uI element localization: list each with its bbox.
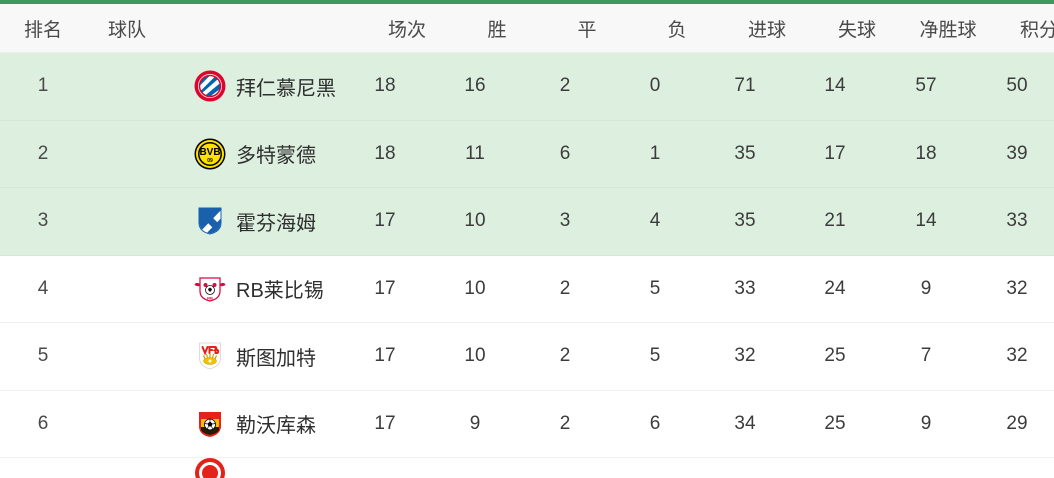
svg-text:RB: RB (207, 295, 213, 300)
cell-draws: 6 (559, 142, 571, 164)
cell-goal-difference: 14 (915, 210, 937, 232)
team-name: 勒沃库森 (236, 415, 316, 438)
cell-losses: 5 (649, 277, 661, 299)
cell-points: 32 (1006, 345, 1028, 367)
cell-goals-against: 25 (824, 345, 846, 367)
column-header-goals-against[interactable]: 失球 (837, 19, 876, 41)
cell-matches-played: 18 (374, 75, 396, 97)
cell-draws: 2 (559, 412, 571, 434)
cell-wins: 10 (464, 277, 486, 299)
column-header-draws[interactable]: 平 (577, 19, 597, 41)
cell-rank: 3 (37, 210, 49, 232)
cell-team[interactable]: 斯图加特 (86, 340, 340, 372)
table-row[interactable]: 1 拜仁慕尼黑 18 16 2 0 71 14 57 50 (0, 53, 1054, 121)
rb-leipzig-crest: RB (194, 277, 226, 302)
cell-team[interactable]: 勒沃库森 (86, 408, 340, 440)
cell-goals-against: 25 (824, 412, 846, 434)
cell-draws: 2 (559, 277, 571, 299)
cell-goal-difference: 18 (915, 142, 937, 164)
cell-team[interactable]: RB RB莱比锡 (86, 273, 340, 305)
team-name: 斯图加特 (236, 347, 316, 370)
svg-text:09: 09 (207, 158, 213, 164)
cell-points: 32 (1006, 277, 1028, 299)
cell-rank: 4 (37, 277, 49, 299)
cell-team[interactable]: 拜仁慕尼黑 (86, 70, 340, 102)
cell-rank: 2 (37, 142, 49, 164)
cell-rank: 5 (37, 345, 49, 367)
cell-rank: 1 (37, 75, 49, 97)
cell-points: 39 (1006, 142, 1028, 164)
cell-goals-against: 24 (824, 277, 846, 299)
cell-goals-for: 33 (734, 277, 756, 299)
cell-matches-played: 17 (374, 277, 396, 299)
team-name: RB莱比锡 (236, 280, 324, 303)
cell-matches-played: 17 (374, 412, 396, 434)
cell-wins: 10 (464, 345, 486, 367)
cell-points: 50 (1006, 75, 1028, 97)
cell-losses: 4 (649, 210, 661, 232)
cell-goals-for: 71 (734, 75, 756, 97)
team-name: 霍芬海姆 (236, 212, 316, 235)
cell-goals-for: 32 (734, 345, 756, 367)
cell-team[interactable] (86, 458, 340, 478)
table-row[interactable]: 4 RB RB莱比锡 17 10 2 5 33 24 9 32 (0, 255, 1054, 323)
cell-goal-difference: 57 (915, 75, 937, 97)
cell-goal-difference: 7 (920, 345, 932, 367)
bayern-munich-crest (194, 70, 226, 102)
cell-points: 33 (1006, 210, 1028, 232)
table-row[interactable]: 3 霍芬海姆 17 10 3 4 35 21 14 33 (0, 188, 1054, 256)
column-header-points[interactable]: 积分 (1019, 19, 1054, 41)
column-header-rank[interactable]: 排名 (23, 19, 62, 41)
cell-losses: 5 (649, 345, 661, 367)
cell-points: 29 (1006, 412, 1028, 434)
column-header-goals-for[interactable]: 进球 (747, 19, 786, 41)
team-name: 多特蒙德 (236, 145, 316, 168)
table-row[interactable]: 6 勒沃库森 17 9 2 6 34 25 9 29 (0, 390, 1054, 458)
cell-wins: 11 (465, 142, 485, 164)
cell-goals-for: 34 (734, 412, 756, 434)
cell-rank: 6 (37, 412, 49, 434)
table-body: 1 拜仁慕尼黑 18 16 2 0 71 14 57 50 2 BVB (0, 53, 1054, 478)
table-row[interactable]: 2 BVB 09 多特蒙德 18 11 6 1 35 17 18 39 (0, 120, 1054, 188)
cell-goal-difference: 9 (920, 412, 932, 434)
cell-losses: 6 (649, 412, 661, 434)
cell-draws: 2 (559, 345, 571, 367)
cell-goals-against: 21 (824, 210, 846, 232)
borussia-dortmund-crest: BVB 09 (194, 138, 226, 170)
cell-matches-played: 17 (374, 210, 396, 232)
cell-team[interactable]: BVB 09 多特蒙德 (86, 138, 340, 170)
cell-goals-against: 14 (824, 75, 846, 97)
svg-text:BVB: BVB (199, 147, 220, 158)
column-header-goal-difference[interactable]: 净胜球 (919, 19, 977, 41)
cell-wins: 16 (464, 75, 486, 97)
cell-team[interactable]: 霍芬海姆 (86, 205, 340, 237)
hoffenheim-crest (198, 207, 222, 235)
team-name: 拜仁慕尼黑 (236, 77, 336, 100)
column-header-losses[interactable]: 负 (667, 19, 687, 41)
partial-red-crest (195, 458, 225, 478)
cell-losses: 0 (649, 75, 661, 97)
cell-matches-played: 17 (374, 345, 396, 367)
cell-goal-difference: 9 (920, 277, 932, 299)
column-header-matches-played[interactable]: 场次 (387, 19, 426, 41)
table-header-row: 排名 球队 场次 胜 平 负 进球 失球 净胜球 积分 (0, 4, 1054, 53)
cell-wins: 9 (469, 412, 481, 434)
cell-goals-for: 35 (734, 210, 756, 232)
cell-draws: 3 (559, 210, 571, 232)
cell-goals-against: 17 (824, 142, 846, 164)
column-header-wins[interactable]: 胜 (487, 19, 507, 41)
table-row-partial[interactable] (0, 458, 1054, 478)
cell-losses: 1 (649, 142, 661, 164)
vfb-stuttgart-crest (199, 342, 221, 370)
bayer-leverkusen-crest (199, 411, 221, 437)
cell-goals-for: 35 (734, 142, 756, 164)
table-row[interactable]: 5 斯图加特 17 10 2 5 32 25 7 32 (0, 323, 1054, 391)
cell-wins: 10 (464, 210, 486, 232)
cell-draws: 2 (559, 75, 571, 97)
cell-matches-played: 18 (374, 142, 396, 164)
column-header-team[interactable]: 球队 (108, 19, 147, 41)
